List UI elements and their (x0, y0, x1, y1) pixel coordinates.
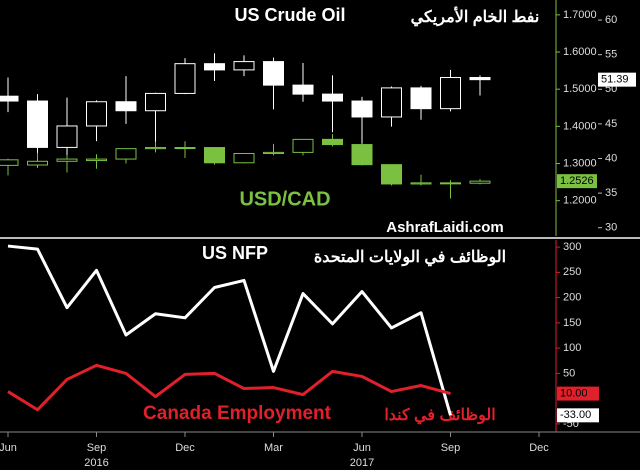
y-tick-label: 1.4000 (563, 120, 597, 132)
y-tick-label: 1.7000 (563, 9, 597, 21)
y-tick-label: 1.5000 (563, 83, 597, 95)
value-tag: 51.39 (601, 74, 629, 86)
value-tag: 10.00 (560, 388, 588, 400)
candle-body (56, 125, 78, 148)
value-tag: 1.2526 (560, 175, 594, 187)
line-series (7, 244, 452, 416)
candle-body (233, 152, 255, 164)
candle-body (145, 147, 166, 150)
series-title: US Crude Oil (234, 5, 345, 25)
candle-body (27, 160, 48, 166)
y-tick-label: 150 (563, 317, 581, 329)
x-tick-label: Sep (87, 442, 107, 454)
value-tag-bg (557, 386, 599, 401)
candle-body (381, 87, 402, 118)
candle-body (86, 158, 107, 162)
candle-body (27, 100, 48, 148)
y2-tick-label: 45 (605, 118, 617, 130)
x-year-label: 2016 (84, 457, 108, 469)
y-tick-label: 200 (563, 292, 581, 304)
candle-body (56, 158, 78, 162)
value-tag: -33.00 (560, 409, 591, 421)
candle-body (322, 93, 343, 102)
candle-body (410, 182, 432, 185)
candle-body (292, 84, 314, 95)
candle-body (410, 87, 432, 110)
x-tick-label: Jun (353, 442, 371, 454)
candle-body (174, 147, 196, 150)
series-title-ar: الوظائف في الولايات المتحدة (314, 249, 506, 267)
series-title: Canada Employment (143, 403, 332, 424)
candle-body (263, 151, 284, 154)
value-tag-bg (598, 72, 636, 87)
watermark: AshrafLaidi.com (386, 219, 504, 236)
series-title: US NFP (202, 243, 268, 263)
x-year-label: 2017 (350, 457, 374, 469)
value-tag-bg (557, 174, 597, 189)
x-tick-label: Mar (264, 442, 283, 454)
candle-body (263, 61, 284, 86)
y-tick-label: 100 (563, 342, 581, 354)
candle-body (145, 92, 166, 112)
x-tick-label: Jun (0, 442, 17, 454)
candle-body (351, 100, 373, 118)
value-tag-bg (557, 408, 599, 423)
y-tick-label: 1.2000 (563, 195, 597, 207)
y2-tick-label: 40 (605, 152, 617, 164)
y2-tick-label: 30 (605, 222, 617, 234)
line-series (7, 363, 451, 412)
candle-body (115, 101, 137, 112)
y-tick-label: 250 (563, 266, 581, 278)
candle-body (292, 138, 314, 153)
candle-body (233, 61, 255, 71)
candle-body (204, 147, 225, 164)
x-tick-label: Sep (441, 442, 461, 454)
candle-body (381, 164, 402, 185)
candle-body (440, 182, 461, 185)
candle-body (322, 138, 343, 146)
candle-body (204, 63, 225, 71)
candle-body (351, 144, 373, 166)
candle-body (0, 95, 19, 102)
series-title-ar: الوظائف في كندا (384, 407, 495, 425)
y-tick-label: 50 (563, 367, 575, 379)
candle-body (469, 77, 491, 81)
y-tick-label: 1.3000 (563, 157, 597, 169)
candle-body (469, 180, 491, 184)
candle-body (0, 159, 19, 166)
y-tick-label: 1.6000 (563, 46, 597, 58)
candle-body (174, 63, 196, 94)
candle-body (115, 148, 137, 160)
y-tick-label: 300 (563, 241, 581, 253)
candle-body (86, 101, 107, 127)
x-tick-label: Dec (529, 442, 549, 454)
candle-body (440, 77, 461, 110)
y2-tick-label: 60 (605, 14, 617, 26)
y2-tick-label: 55 (605, 49, 617, 61)
series-title: USD/CAD (239, 188, 330, 210)
series-title-ar: نفط الخام الأمريكي (411, 6, 540, 27)
x-tick-label: Dec (175, 442, 195, 454)
y2-tick-label: 35 (605, 187, 617, 199)
